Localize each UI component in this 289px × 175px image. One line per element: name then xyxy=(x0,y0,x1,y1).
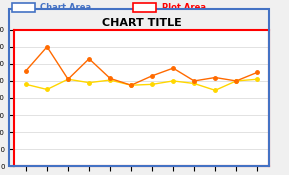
Text: Chart Area: Chart Area xyxy=(40,3,92,12)
Title: CHART TITLE: CHART TITLE xyxy=(102,18,181,28)
Text: Plot Area: Plot Area xyxy=(162,3,206,12)
